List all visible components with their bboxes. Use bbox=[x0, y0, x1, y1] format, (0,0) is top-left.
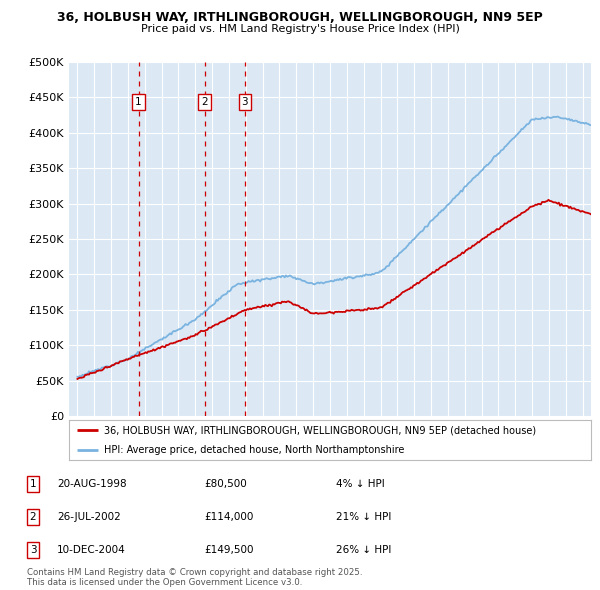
Text: Price paid vs. HM Land Registry's House Price Index (HPI): Price paid vs. HM Land Registry's House … bbox=[140, 24, 460, 34]
Text: 21% ↓ HPI: 21% ↓ HPI bbox=[336, 512, 391, 522]
Text: 1: 1 bbox=[29, 479, 37, 489]
Text: 1: 1 bbox=[135, 97, 142, 107]
Text: 2: 2 bbox=[202, 97, 208, 107]
Text: HPI: Average price, detached house, North Northamptonshire: HPI: Average price, detached house, Nort… bbox=[104, 445, 405, 455]
Text: 36, HOLBUSH WAY, IRTHLINGBOROUGH, WELLINGBOROUGH, NN9 5EP: 36, HOLBUSH WAY, IRTHLINGBOROUGH, WELLIN… bbox=[57, 11, 543, 24]
Text: £80,500: £80,500 bbox=[204, 479, 247, 489]
Text: 3: 3 bbox=[29, 545, 37, 555]
Text: 26% ↓ HPI: 26% ↓ HPI bbox=[336, 545, 391, 555]
Text: £114,000: £114,000 bbox=[204, 512, 253, 522]
Text: 3: 3 bbox=[241, 97, 248, 107]
Text: 36, HOLBUSH WAY, IRTHLINGBOROUGH, WELLINGBOROUGH, NN9 5EP (detached house): 36, HOLBUSH WAY, IRTHLINGBOROUGH, WELLIN… bbox=[104, 425, 536, 435]
Text: 10-DEC-2004: 10-DEC-2004 bbox=[57, 545, 126, 555]
Text: 20-AUG-1998: 20-AUG-1998 bbox=[57, 479, 127, 489]
Text: £149,500: £149,500 bbox=[204, 545, 254, 555]
Text: 26-JUL-2002: 26-JUL-2002 bbox=[57, 512, 121, 522]
Text: 4% ↓ HPI: 4% ↓ HPI bbox=[336, 479, 385, 489]
Text: 2: 2 bbox=[29, 512, 37, 522]
Text: Contains HM Land Registry data © Crown copyright and database right 2025.
This d: Contains HM Land Registry data © Crown c… bbox=[27, 568, 362, 587]
